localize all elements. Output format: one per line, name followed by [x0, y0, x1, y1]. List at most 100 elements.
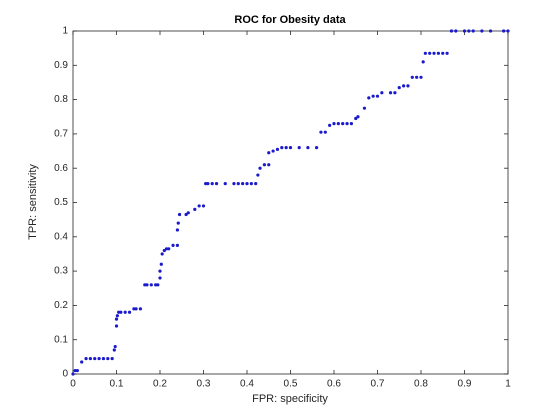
- y-axis-label: TPR: sensitivity: [27, 164, 39, 240]
- roc-point: [445, 51, 449, 55]
- x-tick-label: 0.8: [414, 379, 428, 390]
- roc-point: [315, 146, 319, 150]
- y-tick-label: 0.2: [54, 300, 68, 311]
- roc-point: [71, 372, 75, 376]
- y-tick-label: 0.1: [54, 334, 68, 345]
- x-tick-label: 0.5: [284, 379, 298, 390]
- roc-point: [406, 84, 410, 88]
- roc-point: [145, 283, 149, 287]
- roc-point: [159, 262, 163, 266]
- roc-point: [186, 211, 190, 215]
- roc-point: [176, 221, 180, 225]
- roc-point: [502, 29, 506, 33]
- x-axis-label: FPR: specificity: [252, 393, 328, 405]
- roc-point: [134, 307, 138, 311]
- roc-point: [336, 122, 340, 126]
- roc-point: [349, 122, 353, 126]
- roc-point: [127, 310, 132, 314]
- roc-point: [271, 149, 275, 153]
- roc-point: [454, 29, 458, 33]
- roc-point: [402, 84, 406, 88]
- roc-point: [297, 146, 301, 150]
- roc-point: [397, 85, 401, 90]
- roc-point: [210, 182, 214, 186]
- roc-point: [323, 130, 327, 134]
- roc-point: [175, 228, 179, 232]
- roc-point: [115, 314, 119, 318]
- roc-point: [375, 94, 380, 98]
- roc-point: [249, 182, 253, 186]
- roc-point: [362, 106, 367, 110]
- roc-point: [432, 51, 436, 55]
- roc-point: [388, 91, 393, 95]
- roc-point: [97, 356, 101, 361]
- y-tick-label: 0.7: [54, 129, 68, 140]
- y-tick-label: 0.5: [54, 197, 68, 208]
- x-tick-label: 0.3: [197, 379, 211, 390]
- roc-point: [84, 356, 88, 361]
- roc-point: [197, 204, 201, 208]
- x-tick-label: 1: [505, 379, 511, 390]
- roc-point: [114, 317, 119, 321]
- roc-point: [106, 356, 110, 361]
- roc-point: [262, 163, 266, 167]
- roc-point: [167, 247, 171, 251]
- roc-point: [367, 96, 371, 100]
- roc-point: [332, 122, 336, 126]
- roc-point: [345, 122, 349, 126]
- roc-point: [162, 248, 166, 253]
- roc-point: [171, 243, 175, 247]
- roc-point: [284, 146, 288, 150]
- roc-point: [480, 29, 484, 33]
- x-tick-label: 0.7: [371, 379, 385, 390]
- roc-point: [319, 130, 323, 134]
- roc-point: [175, 243, 179, 247]
- roc-point: [114, 324, 119, 328]
- roc-point: [119, 310, 123, 314]
- roc-point: [354, 116, 358, 121]
- x-tick-label: 0.6: [327, 379, 341, 390]
- roc-point: [160, 252, 164, 256]
- roc-point: [267, 163, 271, 167]
- y-tick-label: 1: [62, 26, 68, 37]
- roc-point: [471, 29, 475, 33]
- roc-point: [80, 360, 84, 364]
- roc-point: [306, 146, 310, 150]
- roc-point: [280, 146, 284, 150]
- roc-point: [415, 75, 419, 79]
- roc-point: [256, 173, 260, 177]
- roc-point: [254, 182, 258, 186]
- roc-point: [201, 204, 206, 208]
- roc-point: [506, 29, 510, 33]
- roc-point: [441, 51, 445, 55]
- roc-point: [241, 182, 245, 186]
- roc-point: [245, 182, 249, 186]
- roc-point: [193, 207, 197, 211]
- y-tick-label: 0.4: [54, 231, 68, 242]
- roc-point: [467, 29, 471, 33]
- roc-point: [421, 60, 425, 64]
- roc-point: [236, 182, 240, 186]
- roc-point: [123, 310, 127, 314]
- roc-point: [158, 269, 162, 273]
- y-tick-label: 0.6: [54, 163, 68, 174]
- roc-point: [328, 123, 332, 127]
- x-tick-label: 0.2: [153, 379, 167, 390]
- roc-point: [393, 91, 397, 95]
- roc-point: [101, 356, 106, 361]
- roc-point: [75, 368, 79, 373]
- roc-point: [267, 151, 271, 155]
- chart-title: ROC for Obesity data: [234, 14, 346, 26]
- roc-point: [138, 307, 143, 311]
- roc-point: [110, 356, 114, 361]
- roc-point: [177, 212, 182, 217]
- roc-point: [380, 91, 384, 95]
- roc-point: [275, 147, 280, 151]
- roc-point: [232, 182, 236, 186]
- roc-point: [436, 51, 440, 55]
- plot-area: [72, 30, 509, 375]
- x-tick-label: 0.9: [458, 379, 472, 390]
- roc-point: [489, 29, 493, 33]
- roc-point: [428, 51, 432, 55]
